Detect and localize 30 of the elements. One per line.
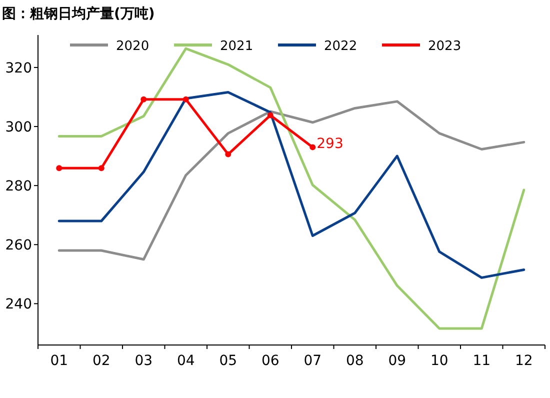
- x-tick-label: 10: [430, 353, 448, 369]
- legend-label: 2022: [324, 39, 358, 54]
- x-tick-label: 04: [176, 353, 195, 369]
- x-tick-label: 12: [514, 353, 533, 369]
- x-tick-label: 09: [388, 353, 406, 369]
- x-tick-label: 11: [472, 353, 491, 369]
- y-tick-label: 240: [5, 296, 32, 313]
- legend-label: 2021: [220, 39, 254, 54]
- x-tick-label: 08: [346, 353, 364, 369]
- point: [182, 96, 189, 102]
- point: [310, 144, 316, 150]
- point: [98, 165, 104, 172]
- y-tick-label: 260: [5, 238, 32, 254]
- x-tick-label: 07: [304, 353, 322, 369]
- legend-label: 2023: [428, 39, 462, 54]
- point: [225, 151, 232, 158]
- x-tick-label: 01: [50, 353, 68, 369]
- chart-title: 图：粗钢日均产量(万吨): [2, 5, 155, 22]
- point: [267, 112, 274, 118]
- y-tick-label: 300: [5, 120, 32, 136]
- x-tick-label: 06: [261, 353, 280, 369]
- legend-label: 2020: [116, 39, 150, 54]
- point: [56, 165, 62, 172]
- x-tick-label: 03: [134, 353, 153, 369]
- x-tick-label: 02: [92, 353, 110, 369]
- x-tick-label: 05: [219, 353, 238, 369]
- y-tick-label: 320: [5, 60, 32, 76]
- point: [140, 96, 147, 102]
- data-label: 293: [316, 136, 344, 152]
- y-tick-label: 280: [5, 178, 32, 195]
